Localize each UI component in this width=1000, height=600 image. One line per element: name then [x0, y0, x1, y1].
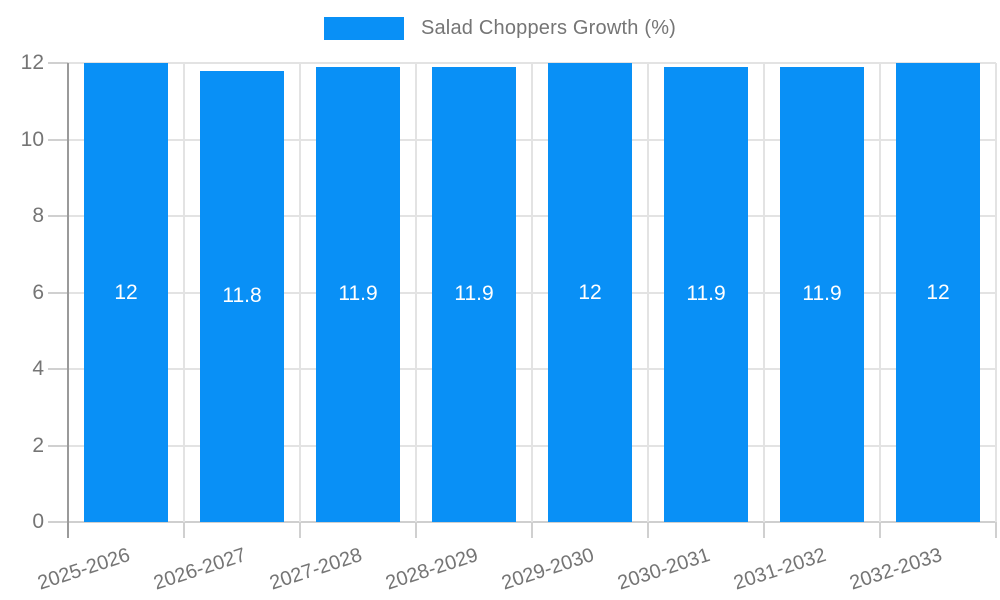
- bar: 12: [896, 63, 980, 522]
- x-tick: [763, 522, 765, 538]
- y-tick-label: 0: [32, 510, 44, 533]
- bar-value-label: 11.9: [686, 282, 726, 306]
- y-tick-label: 10: [20, 127, 44, 151]
- x-gridline: [183, 63, 185, 522]
- bar-value-label: 12: [114, 280, 138, 304]
- x-gridline: [415, 63, 417, 522]
- y-tick: [48, 215, 68, 217]
- bar: 12: [84, 63, 168, 522]
- y-tick: [48, 291, 68, 294]
- bar-value-label: 11.9: [454, 282, 494, 306]
- y-tick: [48, 521, 68, 523]
- legend: Salad Choppers Growth (%): [0, 17, 1000, 40]
- legend-label: Salad Choppers Growth (%): [420, 17, 677, 39]
- bar-value-label: 11.8: [222, 284, 262, 308]
- y-tick-label: 4: [32, 357, 44, 380]
- plot-area: 0 2 4 6 8 10 12 12 11.8 11.9 11.9 12 11.9 11.9 12 2025-…: [21, 51, 997, 594]
- y-tick: [48, 444, 68, 447]
- x-tick: [995, 522, 997, 538]
- bar-value-label: 12: [578, 280, 602, 304]
- x-tick: [647, 522, 649, 538]
- legend-swatch: [323, 17, 404, 40]
- x-gridline: [647, 63, 649, 522]
- bar: 11.9: [432, 66, 516, 522]
- x-tick: [531, 522, 533, 538]
- y-tick: [48, 368, 68, 370]
- y-axis-line: [67, 63, 69, 538]
- bar: 11.9: [780, 66, 864, 522]
- x-gridline: [763, 63, 765, 522]
- y-tick-label: 6: [32, 280, 44, 304]
- x-tick: [299, 522, 301, 538]
- bar-value-label: 12: [926, 280, 950, 304]
- bar-value-label: 11.9: [802, 282, 842, 306]
- y-tick: [48, 138, 68, 141]
- x-gridline: [531, 63, 533, 522]
- x-tick: [183, 522, 185, 538]
- x-gridline: [879, 63, 881, 522]
- x-tick: [879, 522, 881, 538]
- y-tick-label: 12: [20, 51, 44, 74]
- bar: 11.9: [664, 66, 748, 522]
- x-tick: [415, 522, 417, 538]
- bar: 11.9: [316, 66, 400, 522]
- bar-value-label: 11.9: [338, 282, 378, 306]
- bar: 11.8: [200, 70, 284, 522]
- y-tick: [48, 62, 68, 64]
- y-tick-label: 8: [32, 204, 44, 227]
- x-gridline: [299, 63, 301, 522]
- x-gridline: [995, 63, 997, 522]
- bar: 12: [548, 63, 632, 522]
- y-tick-label: 2: [32, 433, 44, 457]
